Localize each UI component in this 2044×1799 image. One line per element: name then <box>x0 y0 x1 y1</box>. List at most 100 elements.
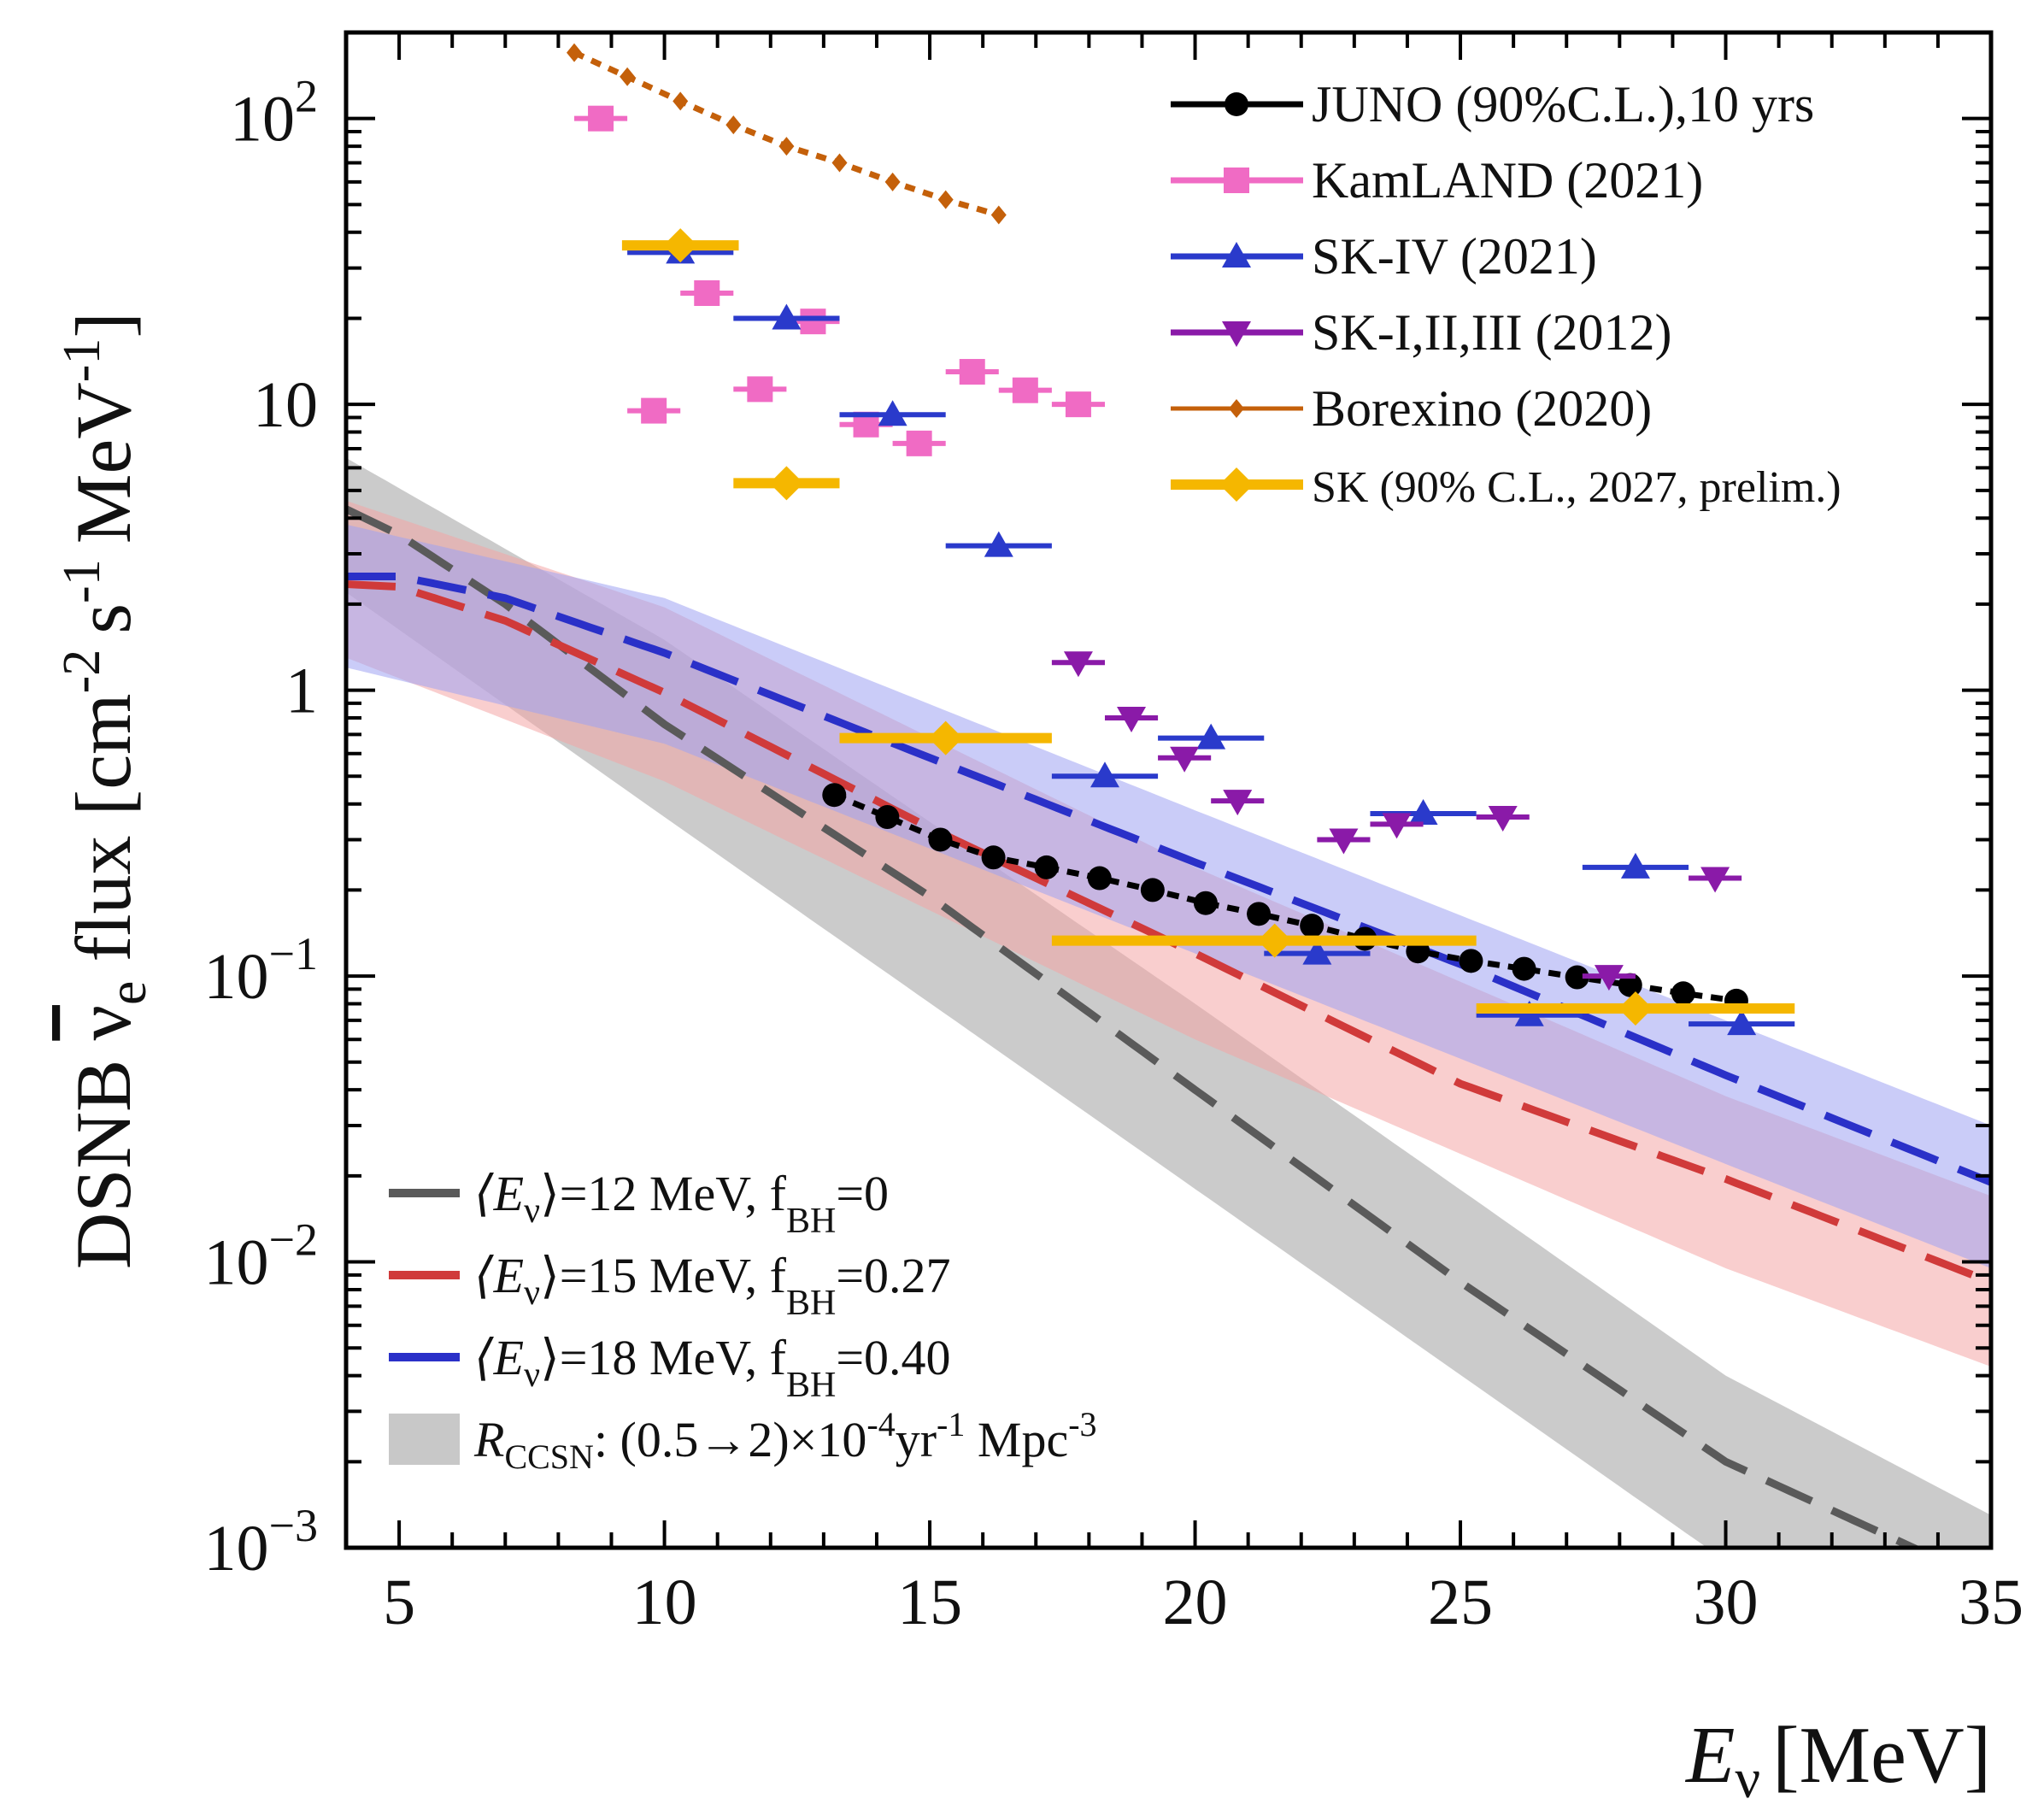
y-tick-label: 10 <box>253 369 318 441</box>
x-tick-label: 5 <box>383 1567 415 1638</box>
kamland-point <box>800 309 826 335</box>
juno-point <box>1140 878 1165 902</box>
juno-point <box>1193 891 1218 915</box>
sk4-point <box>1727 1009 1757 1036</box>
juno-point <box>1034 855 1059 879</box>
borexino-point <box>567 43 583 62</box>
sk123-point <box>1700 867 1730 893</box>
juno-point <box>1300 914 1324 938</box>
experiment-points <box>567 43 1795 1036</box>
curve-0 <box>346 505 1923 1548</box>
x-tick-label: 10 <box>632 1567 697 1638</box>
skfuture-point <box>1618 991 1653 1026</box>
juno-point <box>1087 866 1112 891</box>
borexino-point <box>778 137 795 156</box>
kamland-point <box>906 430 932 456</box>
legend-item-juno: JUNO (90%C.L.),10 yrs <box>1171 76 1814 132</box>
kamland-point <box>588 105 614 132</box>
sk123-point <box>1063 651 1093 678</box>
legend-item-kamland: KamLAND (2021) <box>1171 152 1703 209</box>
sk4-point <box>772 303 802 330</box>
borexino-point <box>673 91 689 111</box>
legend-marker <box>1229 399 1244 418</box>
legend-experiments: JUNO (90%C.L.),10 yrs KamLAND (2021) SK-IV… <box>1171 76 1841 512</box>
sk4-point <box>1090 761 1119 788</box>
legend-model-label: RCCSN: (0.5→2)×10-4yr-1 Mpc-3 <box>473 1405 1097 1476</box>
sk123-point <box>1488 806 1518 832</box>
borexino-point <box>725 115 742 135</box>
sk4-point <box>1620 852 1650 879</box>
kamland-point <box>641 397 667 424</box>
juno-point <box>928 827 953 852</box>
model-bands <box>346 457 1991 1548</box>
legend-model-2: ⟨Eν⟩=18 MeV, fBH=0.40 <box>389 1330 951 1405</box>
skfuture-point <box>663 228 698 263</box>
legend-model-label: ⟨Eν⟩=18 MeV, fBH=0.40 <box>474 1330 951 1405</box>
x-tick-label: 20 <box>1163 1567 1228 1638</box>
sk4-point <box>878 400 907 426</box>
legend-model-1: ⟨Eν⟩=15 MeV, fBH=0.27 <box>389 1248 951 1323</box>
legend-label: SK-I,II,III (2012) <box>1312 304 1672 361</box>
legend-item-borexino: Borexino (2020) <box>1171 380 1652 437</box>
y-axis-label: DSNBνeflux [cm-2s-1MeV-1] <box>53 312 157 1269</box>
sk4-point <box>984 531 1013 557</box>
kamland-point <box>747 376 773 403</box>
x-tick-label: 15 <box>897 1567 962 1638</box>
series-sk4 <box>627 238 1795 1036</box>
x-axis-label: Eν [MeV] <box>1684 1711 1991 1799</box>
plot-frame <box>344 30 1994 1550</box>
skfuture-point <box>928 720 963 755</box>
legend-model-0: ⟨Eν⟩=12 MeV, fBH=0 <box>389 1166 889 1241</box>
juno-point <box>1247 902 1272 926</box>
legend-marker <box>1222 242 1251 267</box>
legend-marker <box>1219 467 1254 502</box>
y-tick-label: 10−3 <box>204 1500 318 1584</box>
sk123-point <box>1382 813 1412 839</box>
kamland-point <box>959 359 985 385</box>
y-tick-label: 10−1 <box>204 928 318 1013</box>
borexino-point <box>884 172 901 191</box>
legend-marker <box>1222 321 1251 347</box>
skfuture-point <box>769 466 804 501</box>
juno-point <box>875 805 900 830</box>
series-sk123 <box>1051 651 1742 991</box>
juno-point <box>1618 973 1642 997</box>
axis-ticks <box>344 31 1993 1549</box>
juno-point <box>1671 981 1695 1006</box>
kamland-point <box>694 279 720 306</box>
kamland-point <box>1065 391 1091 418</box>
axis-tick-labels: 5 10 15 20 25 30 35 102 10 1 10−1 10−2 10−3 <box>204 71 2023 1638</box>
juno-point <box>981 845 1006 870</box>
x-tick-label: 30 <box>1694 1567 1759 1638</box>
legend-label: JUNO (90%C.L.),10 yrs <box>1312 76 1814 132</box>
legend-model-swatch <box>389 1414 460 1465</box>
sk4-point <box>1408 799 1438 826</box>
legend-label: SK-IV (2021) <box>1312 228 1597 285</box>
juno-point <box>1459 949 1483 973</box>
legend-models: ⟨Eν⟩=12 MeV, fBH=0⟨Eν⟩=15 MeV, fBH=0.27⟨… <box>389 1166 1097 1476</box>
juno-point <box>1565 965 1589 990</box>
x-tick-label: 25 <box>1428 1567 1493 1638</box>
legend-model-label: ⟨Eν⟩=15 MeV, fBH=0.27 <box>474 1248 951 1323</box>
borexino-point <box>990 205 1007 225</box>
legend-model-label: ⟨Eν⟩=12 MeV, fBH=0 <box>474 1166 889 1241</box>
series-borexino <box>567 43 1007 225</box>
sk123-point <box>1223 790 1253 816</box>
sk123-point <box>1594 965 1624 991</box>
legend-model-3: RCCSN: (0.5→2)×10-4yr-1 Mpc-3 <box>389 1405 1097 1476</box>
x-tick-label: 35 <box>1959 1567 2023 1638</box>
legend-item-sk123: SK-I,II,III (2012) <box>1171 304 1672 361</box>
series-skfuture <box>621 228 1795 1026</box>
legend-marker <box>1225 92 1248 116</box>
legend-label: SK (90% C.L., 2027, prelim.) <box>1312 463 1841 512</box>
legend-label: KamLAND (2021) <box>1312 152 1703 209</box>
y-tick-label: 102 <box>230 71 318 156</box>
borexino-point <box>831 153 848 173</box>
juno-point <box>822 783 847 808</box>
borexino-point <box>620 67 636 86</box>
sk123-point <box>1329 828 1359 855</box>
y-tick-label: 1 <box>285 656 318 727</box>
sk4-point <box>1302 938 1332 965</box>
legend-marker <box>1224 168 1249 193</box>
